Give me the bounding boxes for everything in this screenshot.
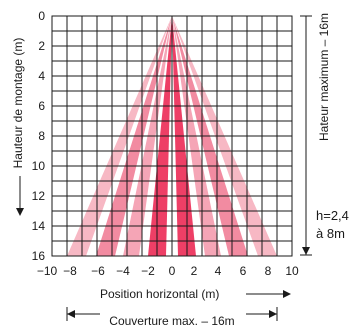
y-tick: 2 xyxy=(38,39,45,53)
x-tick: 2 xyxy=(191,264,198,278)
y-tick: 4 xyxy=(38,69,45,83)
coverage-arrowhead-right xyxy=(269,310,277,318)
x-tick: 8 xyxy=(265,264,272,278)
x-tick: −8 xyxy=(63,264,77,278)
coverage-label-bg xyxy=(100,312,246,328)
x-axis-arrowhead xyxy=(283,290,291,298)
y-tick: 8 xyxy=(38,129,45,143)
x-tick: −10 xyxy=(37,264,58,278)
y-tick: 12 xyxy=(32,189,46,203)
x-tick: 0 xyxy=(169,264,176,278)
y-tick-labels: 0 2 4 6 8 10 12 14 16 xyxy=(32,9,46,263)
height-note-line2: à 8m xyxy=(316,226,345,241)
x-axis-title-group: Position horizontal (m) xyxy=(100,287,291,301)
x-tick: 10 xyxy=(285,264,299,278)
max-height-arrowhead xyxy=(302,247,310,255)
x-tick: −4 xyxy=(116,264,130,278)
x-tick: 4 xyxy=(215,264,222,278)
y-tick: 14 xyxy=(32,219,46,233)
y-tick: 6 xyxy=(38,99,45,113)
height-note-line1: h=2,4 xyxy=(316,208,349,223)
max-height-label: Hateur maximum – 16m xyxy=(317,13,331,141)
x-tick: −2 xyxy=(141,264,155,278)
max-height-bracket xyxy=(300,15,312,256)
y-axis-title-group: Hauteur de montage (m) xyxy=(11,38,25,216)
y-tick: 10 xyxy=(32,159,46,173)
coverage-label: Couverture max. – 16m xyxy=(109,314,234,328)
y-tick: 16 xyxy=(32,249,46,263)
x-tick: −6 xyxy=(91,264,105,278)
y-tick: 0 xyxy=(38,9,45,23)
x-axis-title: Position horizontal (m) xyxy=(100,287,219,301)
y-axis-arrowhead xyxy=(16,208,24,216)
x-tick: 6 xyxy=(240,264,247,278)
grid xyxy=(51,15,293,257)
y-axis-title: Hauteur de montage (m) xyxy=(11,38,25,169)
coverage-arrowhead-left xyxy=(67,310,75,318)
x-tick-labels: −10 −8 −6 −4 −2 0 2 4 6 8 10 xyxy=(37,264,299,278)
